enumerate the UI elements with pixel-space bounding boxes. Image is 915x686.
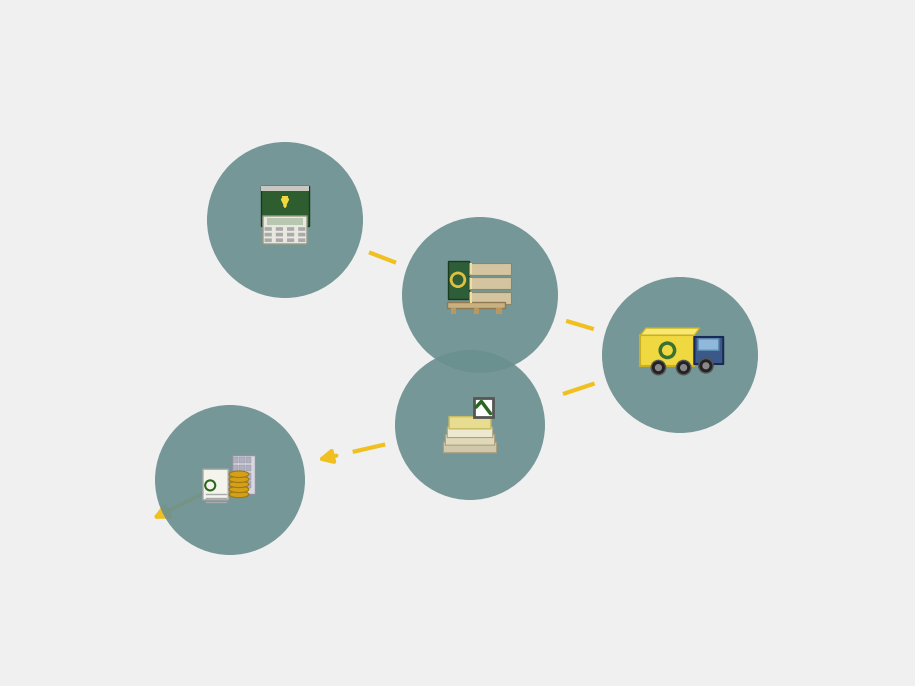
Circle shape xyxy=(155,405,305,555)
FancyBboxPatch shape xyxy=(246,482,252,488)
FancyBboxPatch shape xyxy=(240,473,244,480)
Circle shape xyxy=(402,217,558,373)
FancyBboxPatch shape xyxy=(261,186,309,191)
FancyBboxPatch shape xyxy=(694,337,723,364)
FancyBboxPatch shape xyxy=(287,239,295,242)
FancyBboxPatch shape xyxy=(264,239,272,242)
FancyBboxPatch shape xyxy=(246,465,252,471)
FancyBboxPatch shape xyxy=(240,473,244,480)
FancyBboxPatch shape xyxy=(446,434,495,445)
FancyBboxPatch shape xyxy=(496,308,501,314)
FancyBboxPatch shape xyxy=(233,473,238,480)
FancyBboxPatch shape xyxy=(469,292,511,304)
FancyBboxPatch shape xyxy=(298,227,306,230)
FancyBboxPatch shape xyxy=(240,482,244,488)
FancyBboxPatch shape xyxy=(233,457,238,463)
Circle shape xyxy=(395,350,545,500)
FancyBboxPatch shape xyxy=(264,227,272,230)
FancyBboxPatch shape xyxy=(263,216,307,244)
Circle shape xyxy=(207,142,363,298)
Circle shape xyxy=(651,360,665,375)
FancyBboxPatch shape xyxy=(444,442,497,453)
FancyBboxPatch shape xyxy=(298,233,306,237)
FancyBboxPatch shape xyxy=(233,482,238,488)
FancyBboxPatch shape xyxy=(298,239,306,242)
Circle shape xyxy=(699,359,713,373)
FancyBboxPatch shape xyxy=(275,227,283,230)
FancyBboxPatch shape xyxy=(469,277,511,289)
Circle shape xyxy=(655,364,662,371)
FancyBboxPatch shape xyxy=(447,261,468,299)
FancyBboxPatch shape xyxy=(698,339,719,351)
FancyBboxPatch shape xyxy=(474,398,493,416)
FancyBboxPatch shape xyxy=(474,308,479,314)
FancyBboxPatch shape xyxy=(233,465,238,471)
FancyBboxPatch shape xyxy=(275,239,283,242)
FancyBboxPatch shape xyxy=(275,233,283,237)
FancyBboxPatch shape xyxy=(261,186,309,226)
FancyBboxPatch shape xyxy=(240,457,244,463)
FancyBboxPatch shape xyxy=(240,465,244,471)
FancyBboxPatch shape xyxy=(264,233,272,237)
Ellipse shape xyxy=(229,471,249,477)
FancyBboxPatch shape xyxy=(287,233,295,237)
FancyBboxPatch shape xyxy=(246,473,252,480)
Circle shape xyxy=(676,360,691,375)
Circle shape xyxy=(703,362,709,369)
FancyBboxPatch shape xyxy=(287,227,295,230)
FancyBboxPatch shape xyxy=(231,455,255,495)
FancyBboxPatch shape xyxy=(447,427,493,438)
FancyBboxPatch shape xyxy=(203,469,228,500)
Ellipse shape xyxy=(229,491,249,497)
FancyBboxPatch shape xyxy=(451,308,456,314)
Polygon shape xyxy=(282,196,288,203)
FancyBboxPatch shape xyxy=(246,457,252,463)
FancyBboxPatch shape xyxy=(469,263,511,275)
Ellipse shape xyxy=(229,476,249,482)
Ellipse shape xyxy=(229,486,249,493)
Circle shape xyxy=(602,277,758,433)
FancyBboxPatch shape xyxy=(447,302,505,308)
FancyBboxPatch shape xyxy=(640,335,694,366)
Polygon shape xyxy=(640,328,700,335)
Circle shape xyxy=(680,364,687,371)
FancyBboxPatch shape xyxy=(449,416,491,429)
FancyBboxPatch shape xyxy=(267,218,303,225)
Ellipse shape xyxy=(229,481,249,488)
